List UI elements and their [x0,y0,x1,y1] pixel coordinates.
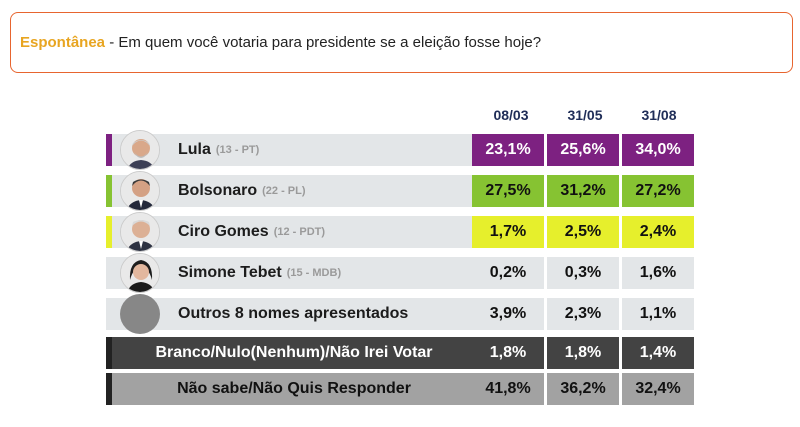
row-band [106,298,472,330]
table-row: Bolsonaro (22 - PL) 27,5% 31,2% 27,2% [106,171,696,211]
value-cell: 41,8% [472,373,544,405]
candidate-avatar [120,253,160,293]
candidate-name: Bolsonaro (22 - PL) [178,175,306,207]
question-text: - Em quem você votaria para presidente s… [105,34,542,51]
table-row: Branco/Nulo(Nenhum)/Não Irei Votar 1,8% 1,… [106,337,696,369]
question-tag: Espontânea [20,34,106,51]
candidate-avatar [120,130,160,170]
row-label: Branco/Nulo(Nenhum)/Não Irei Votar [155,344,433,361]
candidate-party: (15 - MDB) [286,267,342,279]
candidate-name: Outros 8 nomes apresentados [178,298,408,330]
row-label: Não sabe/Não Quis Responder [177,380,411,397]
value-cell: 0,2% [472,257,544,289]
value-cell: 23,1% [472,134,544,166]
question-box: Espontânea - Em quem você votaria para p… [10,12,793,73]
candidate-name-text: Outros 8 nomes apresentados [178,305,409,322]
value-cell: 1,8% [472,337,544,369]
value-cell: 2,5% [547,216,619,248]
table-row: Não sabe/Não Quis Responder 41,8% 36,2% 32,… [106,373,696,405]
value-cell: 2,4% [622,216,694,248]
candidate-party: (22 - PL) [262,185,306,197]
candidate-avatar [120,294,160,334]
row-band [106,216,472,248]
column-header: 08/03 [493,107,529,123]
row-accent-bar [106,216,112,248]
candidate-name: Simone Tebet (15 - MDB) [178,257,341,289]
row-accent-bar [106,337,112,369]
row-accent-bar [106,175,112,207]
value-cell: 34,0% [622,134,694,166]
row-accent-bar [106,373,112,405]
row-band [106,175,472,207]
column-header: 31/08 [641,107,677,123]
value-cell: 32,4% [622,373,694,405]
row-accent-bar [106,257,112,289]
value-cell: 1,8% [547,337,619,369]
candidate-party: (13 - PT) [215,144,260,156]
value-cell: 1,4% [622,337,694,369]
table-row: Ciro Gomes (12 - PDT) 1,7% 2,5% 2,4% [106,212,696,252]
candidate-name: Ciro Gomes (12 - PDT) [178,216,325,248]
value-cell: 1,6% [622,257,694,289]
value-cell: 31,2% [547,175,619,207]
value-cell: 0,3% [547,257,619,289]
value-cell: 27,5% [472,175,544,207]
value-cell: 1,7% [472,216,544,248]
candidate-name-text: Ciro Gomes [178,223,269,240]
column-header: 31/05 [567,107,603,123]
candidate-avatar [120,171,160,211]
candidate-name-text: Lula [178,141,211,158]
row-accent-bar [106,298,112,330]
table-row: Outros 8 nomes apresentados 3,9% 2,3% 1,1% [106,294,696,334]
candidate-avatar [120,212,160,252]
candidate-name: Lula (13 - PT) [178,134,259,166]
candidate-name-text: Bolsonaro [178,182,258,199]
value-cell: 2,3% [547,298,619,330]
row-band [106,257,472,289]
row-band [106,134,472,166]
value-cell: 25,6% [547,134,619,166]
value-cell: 3,9% [472,298,544,330]
candidate-name-text: Simone Tebet [178,264,282,281]
value-cell: 36,2% [547,373,619,405]
row-accent-bar [106,134,112,166]
value-cell: 27,2% [622,175,694,207]
row-band [106,337,472,369]
value-cell: 1,1% [622,298,694,330]
table-row: Simone Tebet (15 - MDB) 0,2% 0,3% 1,6% [106,253,696,293]
row-band [106,373,472,405]
table-row: Lula (13 - PT) 23,1% 25,6% 34,0% [106,130,696,170]
candidate-party: (12 - PDT) [273,226,326,238]
